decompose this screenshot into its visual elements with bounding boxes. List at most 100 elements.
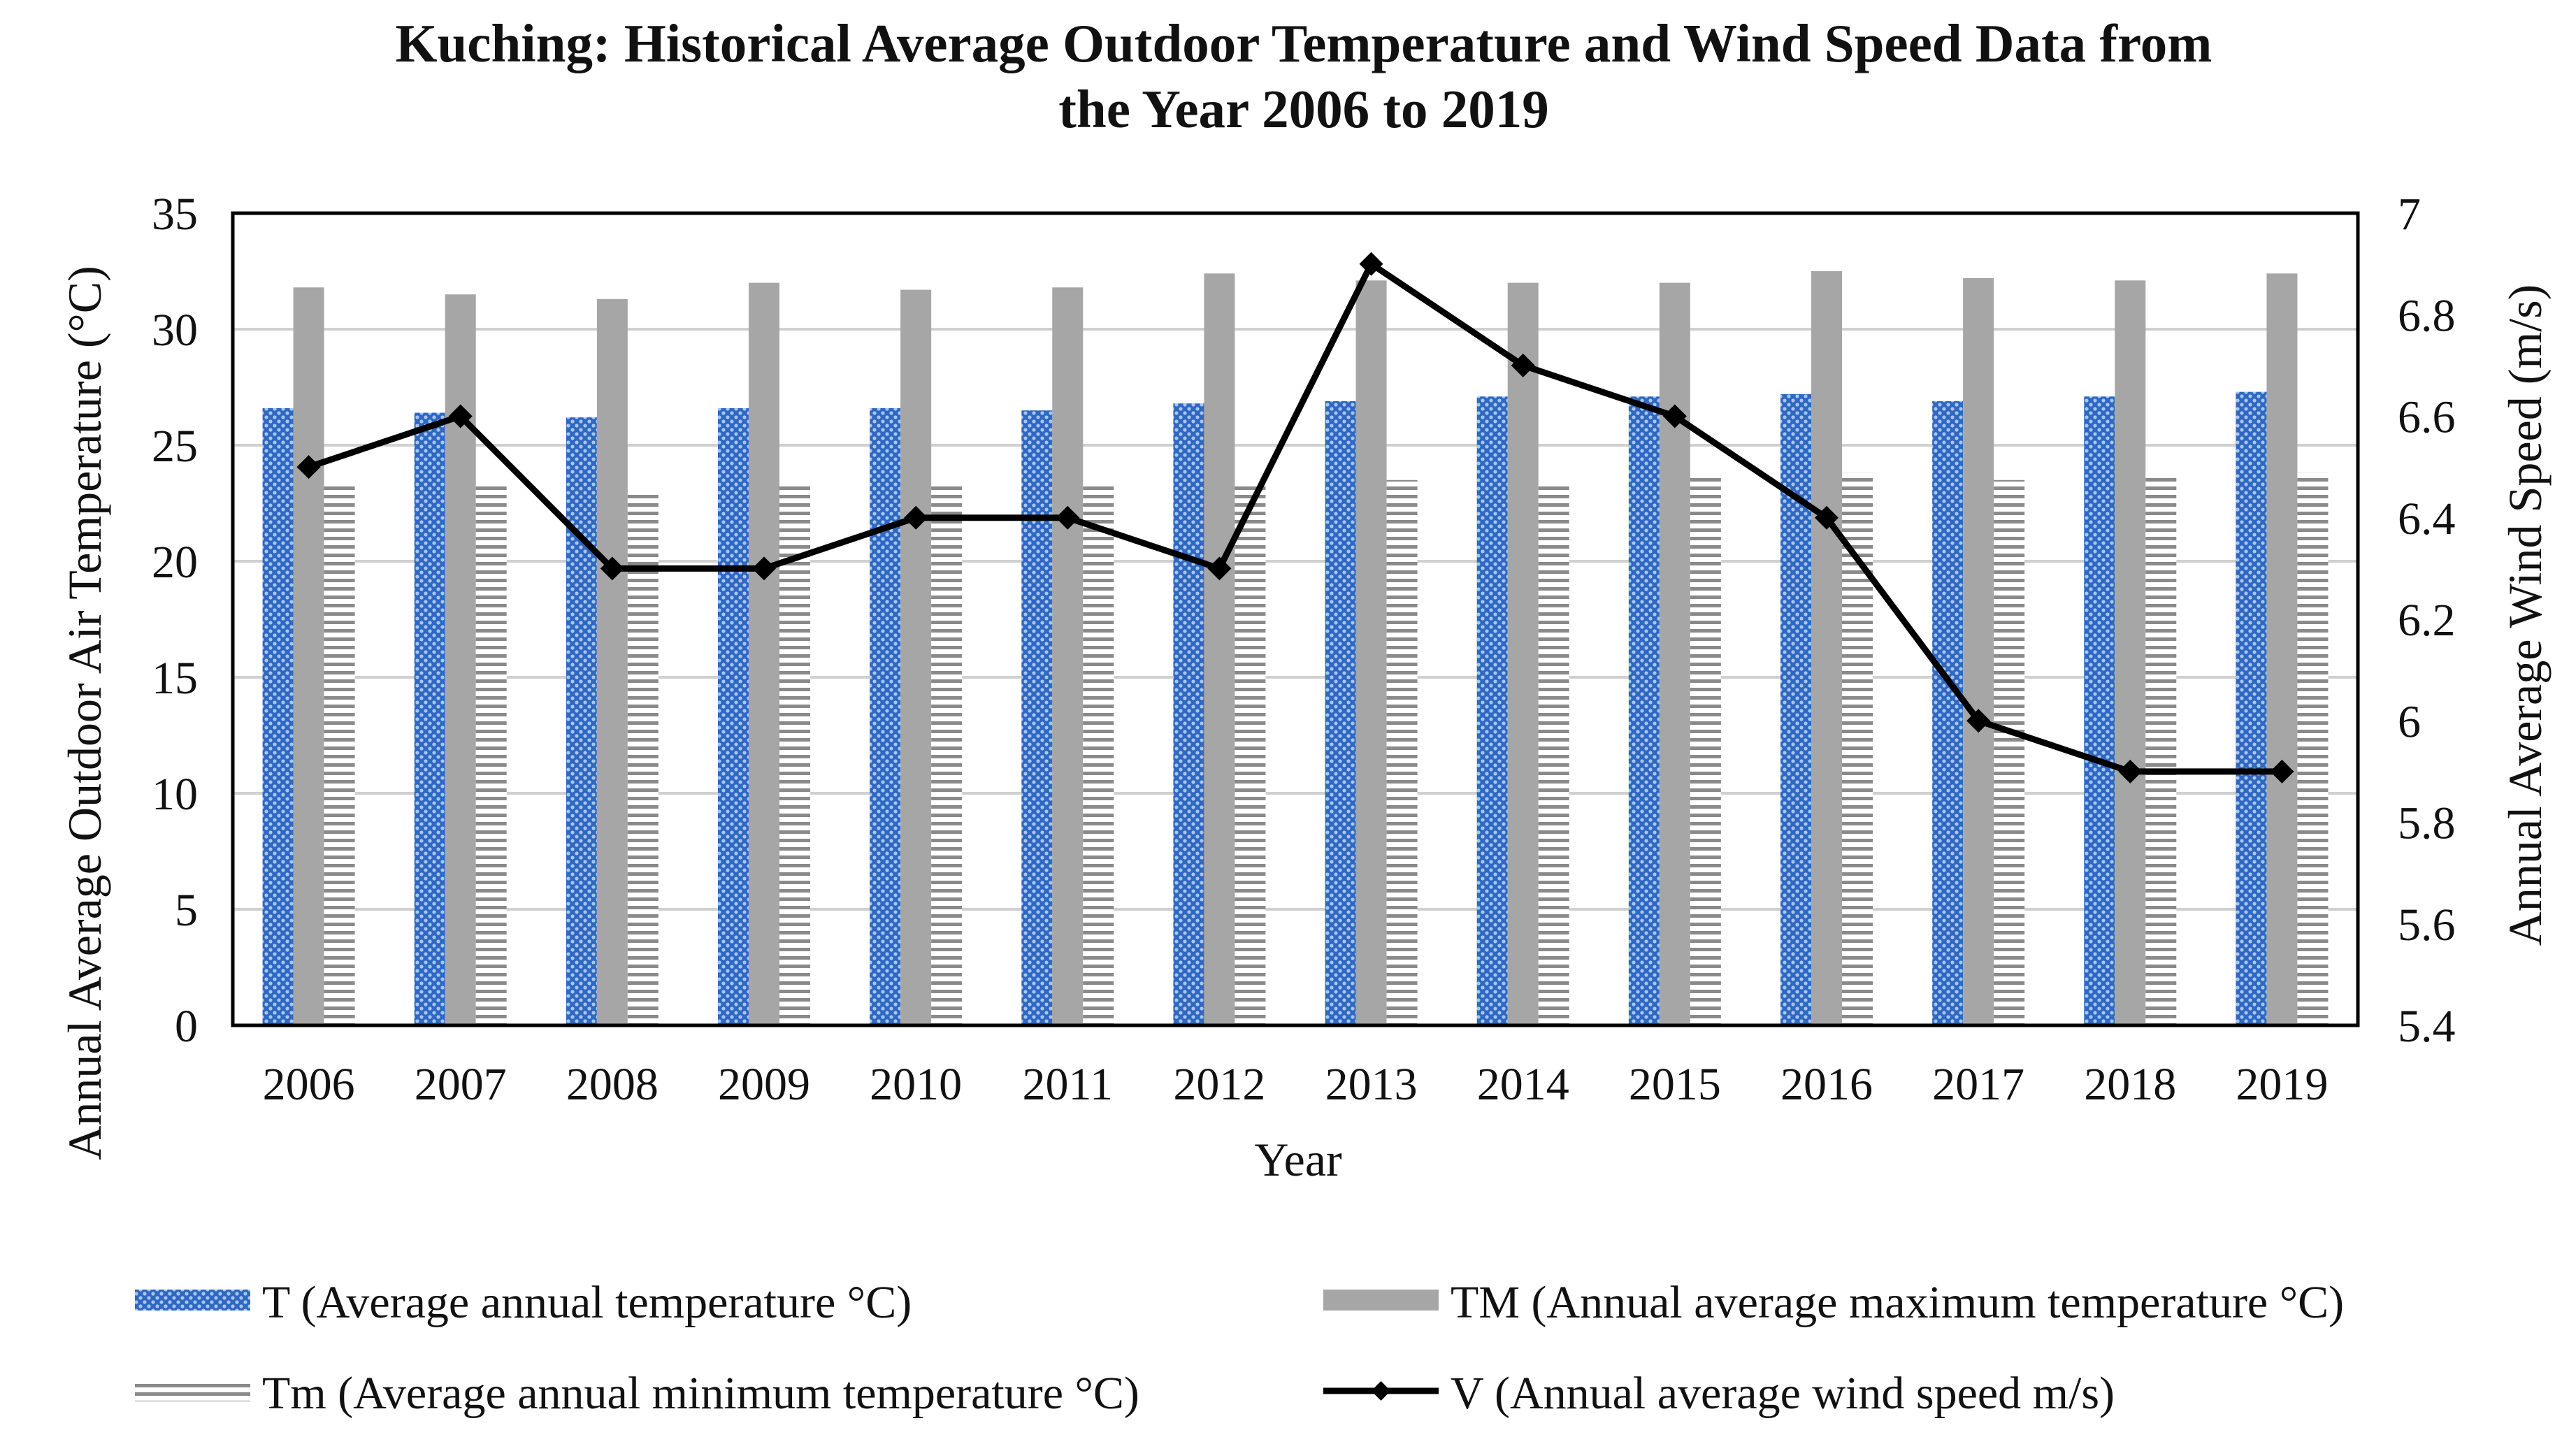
y-left-tick-label: 35 [152,189,198,240]
line-layer [296,252,2294,784]
bar-t [2084,396,2115,1025]
point-v [1511,353,1535,377]
bar-tmin [931,484,963,1025]
x-axis-ticks: 2006 2007 2008 2009 2010 2011 2012 2013 2014 2015… [263,1059,2329,1110]
bar-t [1325,400,1356,1025]
bar-tmin [1083,484,1114,1025]
bar-t [1932,400,1964,1025]
y-right-tick-label: 6.2 [2398,595,2456,646]
bar-tmin [1235,484,1266,1025]
y-right-tick-label: 6 [2398,696,2421,747]
bar-tmin [627,493,659,1025]
bar-tmin [1994,479,2025,1025]
point-v [448,404,473,428]
x-tick-label: 2009 [718,1059,810,1110]
right-axis-ticks: 5.4 5.6 5.8 6 6.2 6.4 6.6 6.8 7 [2398,189,2456,1052]
legend-swatch-t [135,1290,250,1311]
x-tick-label: 2015 [1629,1059,1721,1110]
point-v [2118,759,2143,784]
series-line-v [308,261,2282,775]
bar-tm [2266,273,2298,1025]
point-v [1662,404,1687,428]
bar-t [1476,396,1508,1025]
y-axis-right-label: Annual Average Wind Speed (m/s) [2498,284,2552,946]
bar-t [1021,410,1053,1025]
bar-tm [2115,280,2146,1025]
legend-item-tmin: Tm (Average annual minimum temperature °… [135,1368,1139,1419]
legend-item-t: T (Average annual temperature °C) [135,1277,912,1328]
y-left-tick-label: 20 [152,537,198,588]
bar-t [2236,391,2267,1025]
bar-layer [262,271,2329,1026]
bar-tmin [1842,472,1873,1025]
bar-tm [1355,280,1387,1025]
point-v [1815,505,1839,530]
bar-tmin [1690,477,1721,1025]
legend-label-tmin: Tm (Average annual minimum temperature °… [262,1368,1139,1419]
bar-t [718,407,749,1025]
point-v [904,505,928,530]
y-right-tick-label: 5.4 [2398,1001,2456,1052]
plot-frame [231,211,2360,1027]
bar-tmin [324,484,355,1025]
chart-title-line-1: Kuching: Historical Average Outdoor Temp… [396,13,2212,73]
y-left-tick-label: 10 [152,769,198,820]
bar-t [262,407,294,1025]
y-left-tick-label: 5 [175,885,198,936]
y-right-tick-label: 6.8 [2398,290,2456,341]
bar-tm [596,298,628,1026]
x-tick-label: 2018 [2084,1059,2176,1110]
bar-tmin [2145,477,2177,1025]
x-tick-label: 2007 [415,1059,507,1110]
chart-title-line-2: the Year 2006 to 2019 [1058,79,1548,139]
y-right-tick-label: 6.6 [2398,392,2456,443]
legend-label-t: T (Average annual temperature °C) [262,1277,912,1328]
bar-t [566,417,597,1025]
bar-tm [445,294,476,1026]
bar-tm [1811,271,1842,1025]
x-tick-label: 2013 [1325,1059,1418,1110]
x-tick-label: 2008 [566,1059,659,1110]
bar-tm [1963,277,1994,1026]
bar-tmin [475,484,507,1025]
x-tick-label: 2014 [1477,1059,1569,1110]
bar-tmin [2297,472,2329,1025]
y-left-tick-label: 25 [152,421,198,472]
legend-label-tm: TM (Annual average maximum temperature °… [1451,1277,2344,1328]
bar-tm [293,287,324,1025]
y-right-tick-label: 6.4 [2398,493,2456,544]
y-left-tick-label: 15 [152,653,198,704]
point-v [752,556,776,581]
y-axis-left-label: Annual Average Outdoor Air Temperature (… [58,266,111,1160]
bar-tm [1204,273,1235,1025]
left-axis-ticks: 0 5 10 15 20 25 30 35 [152,189,198,1052]
legend-swatch-tm [1323,1290,1439,1311]
y-right-tick-label: 5.6 [2398,900,2456,951]
point-v [296,455,321,479]
point-v [2270,759,2294,784]
point-v [1207,556,1232,581]
legend: T (Average annual temperature °C) TM (An… [135,1277,2344,1419]
y-right-tick-label: 5.8 [2398,798,2456,849]
bar-t [870,407,901,1025]
point-v [1966,709,1991,733]
x-tick-label: 2010 [870,1059,962,1110]
point-v [1056,505,1080,530]
bar-t [1628,396,1660,1025]
x-tick-label: 2017 [1932,1059,2024,1110]
legend-swatch-tmin [135,1380,250,1401]
bar-tm [900,289,932,1025]
bar-t [414,412,445,1025]
x-tick-label: 2012 [1173,1059,1265,1110]
bar-tm [749,282,779,1026]
y-left-tick-label: 30 [152,305,198,356]
x-axis-label: Year [1254,1133,1342,1186]
legend-item-tm: TM (Annual average maximum temperature °… [1323,1277,2344,1328]
bar-tmin [1538,484,1569,1025]
legend-label-v: V (Annual average wind speed m/s) [1451,1368,2115,1419]
x-tick-label: 2006 [263,1059,355,1110]
bar-tmin [779,484,810,1025]
x-tick-label: 2016 [1780,1059,1873,1110]
bar-tm [1507,282,1539,1026]
point-v [600,556,624,581]
